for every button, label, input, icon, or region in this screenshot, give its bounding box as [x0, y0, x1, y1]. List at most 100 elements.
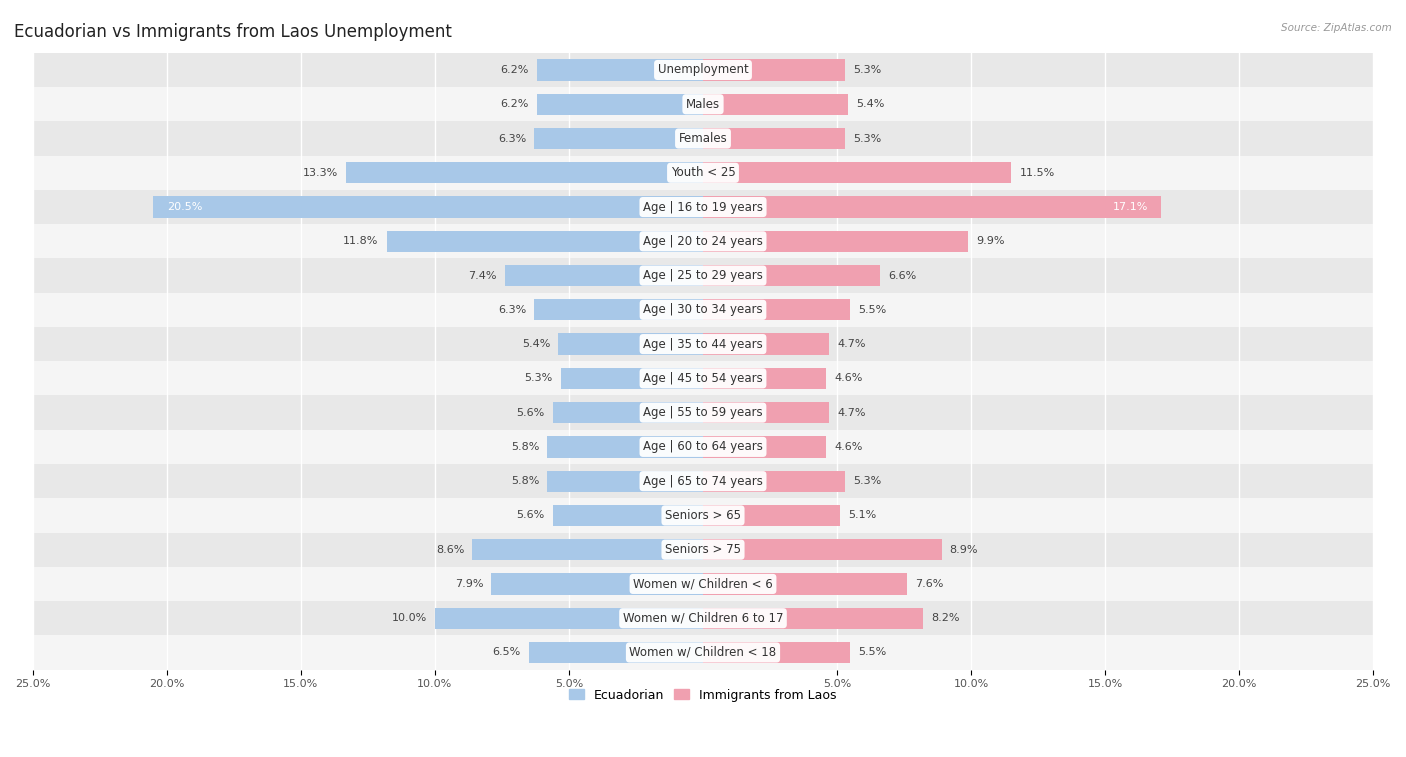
Text: 11.8%: 11.8% [343, 236, 378, 246]
Text: 8.2%: 8.2% [931, 613, 959, 623]
Text: 11.5%: 11.5% [1019, 168, 1054, 178]
Bar [547, 471, 703, 492]
Bar [472, 539, 703, 560]
Bar [32, 224, 1374, 258]
Text: 7.9%: 7.9% [454, 579, 484, 589]
Bar [703, 471, 845, 492]
Bar [32, 258, 1374, 293]
Bar [703, 402, 830, 423]
Text: 7.4%: 7.4% [468, 270, 496, 281]
Bar [32, 361, 1374, 395]
Text: 4.7%: 4.7% [837, 407, 866, 418]
Text: 5.4%: 5.4% [522, 339, 550, 349]
Text: Age | 30 to 34 years: Age | 30 to 34 years [643, 304, 763, 316]
Text: 5.6%: 5.6% [516, 510, 544, 520]
Bar [32, 464, 1374, 498]
Text: Males: Males [686, 98, 720, 111]
Text: Age | 65 to 74 years: Age | 65 to 74 years [643, 475, 763, 488]
Bar [32, 532, 1374, 567]
Text: 6.3%: 6.3% [498, 133, 526, 144]
Bar [434, 608, 703, 629]
Bar [529, 642, 703, 663]
Bar [553, 402, 703, 423]
Bar [703, 436, 827, 457]
Text: 5.3%: 5.3% [853, 65, 882, 75]
Text: 5.5%: 5.5% [859, 647, 887, 658]
Text: Age | 45 to 54 years: Age | 45 to 54 years [643, 372, 763, 385]
Bar [703, 94, 848, 115]
Bar [537, 94, 703, 115]
Bar [561, 368, 703, 389]
Bar [32, 498, 1374, 532]
Text: Age | 20 to 24 years: Age | 20 to 24 years [643, 235, 763, 248]
Bar [703, 573, 907, 594]
Bar [703, 128, 845, 149]
Text: 7.6%: 7.6% [915, 579, 943, 589]
Text: 5.1%: 5.1% [848, 510, 876, 520]
Text: Age | 60 to 64 years: Age | 60 to 64 years [643, 441, 763, 453]
Text: Source: ZipAtlas.com: Source: ZipAtlas.com [1281, 23, 1392, 33]
Bar [346, 162, 703, 183]
Bar [703, 642, 851, 663]
Text: Age | 35 to 44 years: Age | 35 to 44 years [643, 338, 763, 350]
Bar [32, 635, 1374, 670]
Bar [32, 430, 1374, 464]
Bar [703, 231, 969, 252]
Text: Age | 55 to 59 years: Age | 55 to 59 years [643, 406, 763, 419]
Text: 6.5%: 6.5% [492, 647, 520, 658]
Text: 10.0%: 10.0% [392, 613, 427, 623]
Bar [703, 539, 942, 560]
Bar [153, 196, 703, 218]
Text: Women w/ Children < 18: Women w/ Children < 18 [630, 646, 776, 659]
Text: 20.5%: 20.5% [167, 202, 202, 212]
Text: 4.6%: 4.6% [834, 373, 863, 383]
Text: 5.5%: 5.5% [859, 305, 887, 315]
Bar [537, 59, 703, 80]
Text: 8.9%: 8.9% [949, 545, 979, 555]
Text: 8.6%: 8.6% [436, 545, 464, 555]
Bar [703, 59, 845, 80]
Text: Seniors > 75: Seniors > 75 [665, 544, 741, 556]
Text: 9.9%: 9.9% [977, 236, 1005, 246]
Bar [32, 156, 1374, 190]
Bar [32, 327, 1374, 361]
Text: 4.6%: 4.6% [834, 442, 863, 452]
Bar [703, 196, 1161, 218]
Bar [703, 608, 922, 629]
Bar [32, 601, 1374, 635]
Bar [32, 395, 1374, 430]
Bar [547, 436, 703, 457]
Text: 5.3%: 5.3% [853, 476, 882, 486]
Bar [32, 121, 1374, 156]
Bar [32, 567, 1374, 601]
Text: Seniors > 65: Seniors > 65 [665, 509, 741, 522]
Text: 5.8%: 5.8% [510, 442, 540, 452]
Text: Ecuadorian vs Immigrants from Laos Unemployment: Ecuadorian vs Immigrants from Laos Unemp… [14, 23, 451, 41]
Bar [32, 87, 1374, 121]
Text: Women w/ Children 6 to 17: Women w/ Children 6 to 17 [623, 612, 783, 625]
Bar [32, 53, 1374, 87]
Bar [534, 299, 703, 320]
Bar [553, 505, 703, 526]
Text: 5.6%: 5.6% [516, 407, 544, 418]
Text: 6.3%: 6.3% [498, 305, 526, 315]
Bar [534, 128, 703, 149]
Bar [558, 334, 703, 355]
Text: 5.3%: 5.3% [853, 133, 882, 144]
Bar [703, 299, 851, 320]
Bar [703, 265, 880, 286]
Bar [703, 162, 1011, 183]
Bar [491, 573, 703, 594]
Bar [703, 368, 827, 389]
Text: 4.7%: 4.7% [837, 339, 866, 349]
Bar [703, 334, 830, 355]
Text: 13.3%: 13.3% [304, 168, 339, 178]
Text: Women w/ Children < 6: Women w/ Children < 6 [633, 578, 773, 590]
Text: Unemployment: Unemployment [658, 64, 748, 76]
Text: 6.6%: 6.6% [889, 270, 917, 281]
Text: Age | 25 to 29 years: Age | 25 to 29 years [643, 269, 763, 282]
Bar [387, 231, 703, 252]
Text: 5.8%: 5.8% [510, 476, 540, 486]
Text: 5.3%: 5.3% [524, 373, 553, 383]
Text: 6.2%: 6.2% [501, 65, 529, 75]
